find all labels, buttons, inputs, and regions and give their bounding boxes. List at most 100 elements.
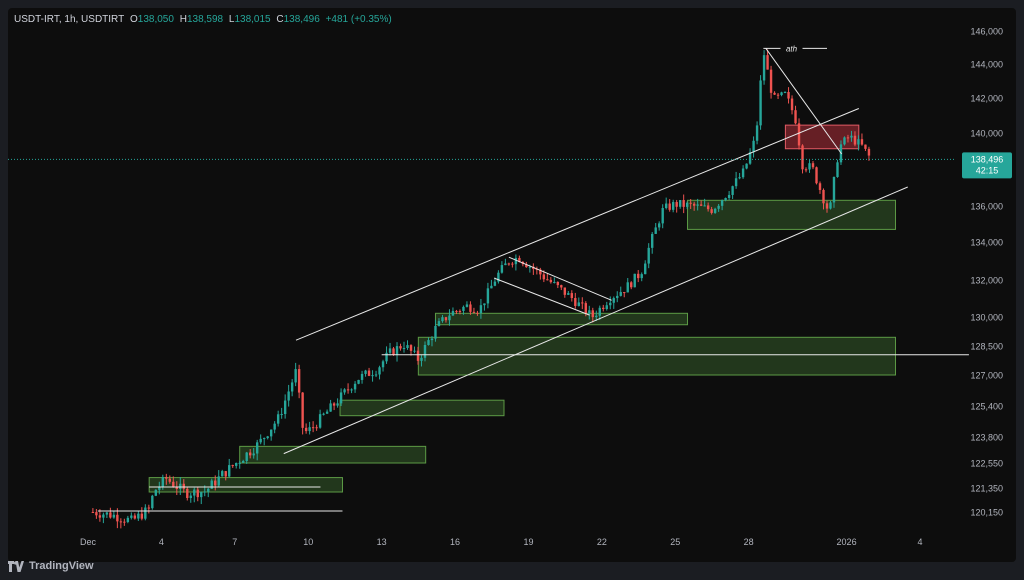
open-label: O	[130, 14, 138, 25]
candle-body	[441, 317, 444, 322]
candle-body	[640, 274, 643, 279]
demand-zone	[434, 312, 689, 326]
y-axis-tick-label: 140,000	[970, 129, 1003, 139]
demand-zone	[339, 399, 505, 417]
x-axis-tick-label: 13	[377, 537, 387, 547]
candle-body	[563, 287, 567, 295]
x-axis-tick-label: Dec	[80, 537, 97, 547]
candle-body	[755, 125, 759, 141]
candle-body	[546, 279, 549, 281]
y-axis-tick-label: 130,000	[970, 313, 1003, 323]
demand-zone	[148, 477, 343, 493]
candle-body	[675, 202, 678, 207]
candle-body	[462, 306, 465, 311]
candle-body	[752, 140, 755, 153]
candle-body	[304, 427, 308, 432]
candle-body	[395, 346, 399, 356]
candle-body	[322, 413, 325, 415]
candle-body	[130, 515, 133, 518]
candle-body	[168, 478, 171, 482]
candle-body	[112, 514, 116, 518]
candle-body	[144, 507, 147, 519]
candle-body	[514, 257, 518, 265]
candle-body	[280, 414, 283, 416]
price-tag-countdown: 42:15	[976, 165, 999, 175]
open-value: 138,050	[137, 14, 174, 25]
candle-body	[790, 98, 794, 111]
candle-body	[577, 302, 580, 306]
symbol-label[interactable]: USDT-IRT, 1h, USDTIRT	[14, 14, 125, 25]
candle-body	[158, 486, 161, 490]
candle-body	[616, 295, 619, 299]
candle-body	[269, 429, 273, 437]
candle-body	[98, 515, 102, 518]
candle-body	[364, 370, 367, 374]
candle-body	[179, 483, 182, 489]
candles-layer	[91, 49, 871, 529]
candle-body	[357, 379, 360, 384]
trend-line	[283, 186, 908, 455]
candle-body	[668, 203, 671, 210]
candle-body	[290, 382, 294, 392]
candle-body	[465, 304, 469, 307]
close-value: 138,496	[283, 14, 320, 25]
candle-body	[140, 513, 144, 519]
candle-body	[318, 414, 322, 428]
candle-body	[857, 139, 860, 145]
candle-body	[109, 512, 112, 518]
candle-body	[549, 279, 553, 283]
candle-body	[235, 462, 238, 466]
candle-body	[595, 315, 598, 318]
price-chart[interactable]: ath146,000144,000142,000140,000138,00013…	[8, 8, 1016, 562]
candle-body	[273, 423, 276, 430]
candle-body	[221, 471, 224, 477]
candle-body	[497, 272, 500, 282]
candle-body	[346, 389, 350, 391]
change-value: +481 (+0.35%)	[325, 14, 392, 25]
candle-body	[671, 202, 675, 210]
candle-body	[678, 200, 682, 207]
candle-body	[741, 168, 745, 178]
candle-body	[602, 307, 605, 309]
candle-body	[343, 389, 346, 393]
candle-body	[294, 369, 297, 383]
candle-body	[392, 348, 395, 356]
candle-body	[210, 480, 213, 489]
y-axis-tick-label: 146,000	[970, 27, 1003, 37]
candle-body	[556, 281, 560, 286]
ath-annotation: ath	[786, 44, 798, 53]
candle-body	[864, 144, 867, 149]
candle-body	[651, 233, 654, 248]
candle-body	[402, 347, 406, 349]
candle-body	[490, 285, 493, 289]
x-axis-tick-label: 7	[232, 537, 237, 547]
candle-body	[388, 348, 392, 353]
candle-body	[815, 167, 818, 184]
candle-body	[329, 403, 332, 412]
y-axis-tick-label: 121,350	[970, 484, 1003, 494]
candle-body	[804, 169, 808, 171]
candle-body	[542, 274, 546, 280]
candle-body	[245, 452, 248, 461]
candle-body	[539, 269, 542, 275]
candle-body	[654, 227, 657, 234]
tradingview-logo-icon	[8, 560, 24, 572]
candle-body	[311, 427, 315, 429]
candle-body	[259, 438, 262, 443]
candle-body	[325, 411, 329, 414]
candle-body	[472, 311, 476, 313]
candle-body	[252, 453, 255, 456]
candle-body	[762, 55, 766, 81]
y-axis-tick-label: 122,550	[970, 459, 1003, 469]
candle-body	[738, 177, 741, 179]
tradingview-footer[interactable]: TradingView	[8, 558, 94, 574]
candle-body	[692, 203, 696, 206]
candle-body	[612, 298, 615, 303]
candle-body	[381, 361, 385, 368]
x-axis-tick-label: 19	[523, 537, 533, 547]
candle-body	[525, 264, 528, 268]
candle-body	[647, 247, 650, 264]
y-axis-tick-label: 144,000	[970, 60, 1003, 70]
y-axis-tick-label: 127,000	[970, 371, 1003, 381]
candle-body	[605, 305, 608, 309]
